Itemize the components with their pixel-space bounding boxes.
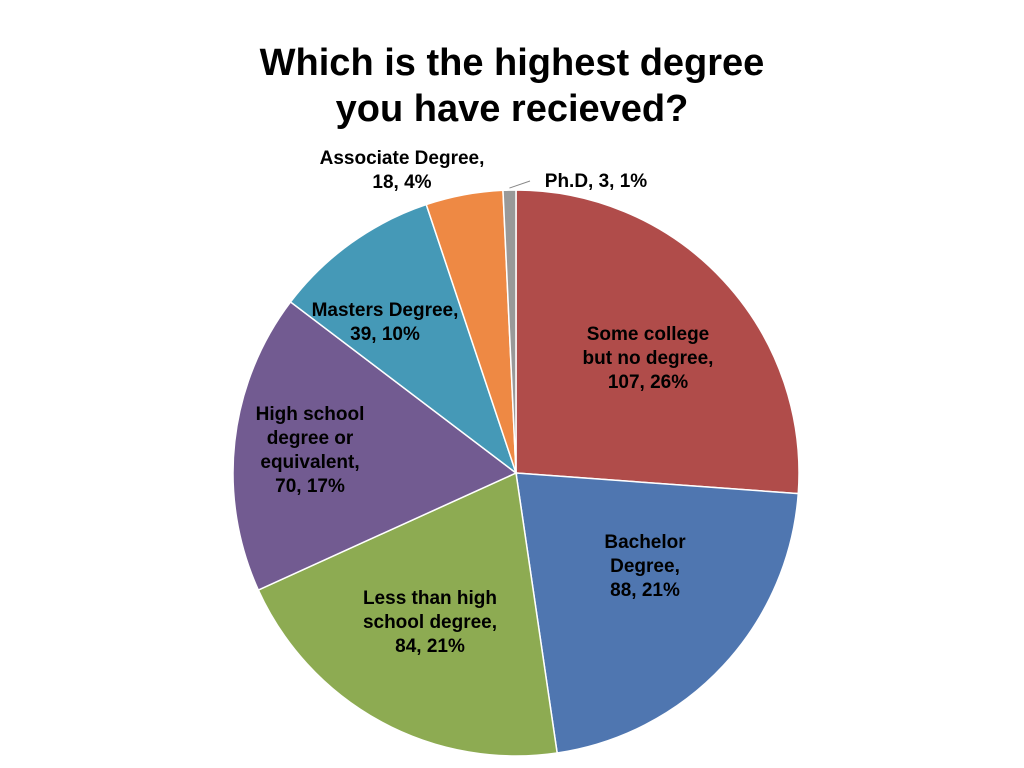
chart-title: Which is the highest degree you have rec…: [0, 40, 1024, 132]
slice-label: Masters Degree, 39, 10%: [312, 300, 459, 345]
slice-label-line: Associate Degree,: [320, 148, 485, 169]
slice-label-line: 70, 17%: [275, 476, 345, 497]
slice-label-line: Some college: [587, 324, 710, 345]
slice-label: Associate Degree, 18, 4%: [320, 148, 485, 193]
slice-label-line: Ph.D, 3, 1%: [545, 171, 648, 192]
phd-leader-line: [509, 180, 531, 189]
pie-labels: Some college but no degree, 107, 26% Bachel…: [256, 148, 714, 657]
pie-slice-less-than-high-school-degree: [257, 471, 559, 757]
slice-label-line: 84, 21%: [395, 636, 465, 657]
slice-label-line: Less than high: [363, 588, 497, 609]
slice-label-line: 88, 21%: [610, 580, 680, 601]
slice-label-line: school degree,: [363, 612, 497, 633]
pie-slice-masters-degree: [289, 203, 518, 476]
slice-label-line: Bachelor: [604, 532, 686, 553]
slice-label: High school degree or equivalent, 70, 17%: [256, 404, 365, 497]
slice-label: Less than high school degree, 84, 21%: [363, 588, 497, 657]
pie-slices: [232, 189, 800, 757]
slice-label: Ph.D, 3, 1%: [545, 171, 648, 192]
slice-label-line: Masters Degree,: [312, 300, 459, 321]
slice-label-line: Degree,: [610, 556, 680, 577]
pie-slice-high-school-degree-or-equivalent: [232, 300, 518, 592]
slice-label: Bachelor Degree, 88, 21%: [604, 532, 686, 601]
slice-label-line: 107, 26%: [608, 372, 688, 393]
pie-slice-bachelor-degree: [515, 472, 800, 754]
slice-label-line: equivalent,: [260, 452, 359, 473]
slice-label-line: but no degree,: [583, 348, 714, 369]
pie-slice-ph-d: [502, 189, 517, 474]
pie-slice-some-college-but-no-degree: [515, 189, 800, 495]
slice-label-line: High school: [256, 404, 365, 425]
slice-label-line: 39, 10%: [350, 324, 420, 345]
slice-label-line: degree or: [267, 428, 354, 449]
slice-label: Some college but no degree, 107, 26%: [583, 324, 714, 393]
slice-label-line: 18, 4%: [372, 172, 431, 193]
chart-title-line-2: you have recieved?: [335, 88, 689, 130]
chart-title-line-1: Which is the highest degree: [259, 42, 765, 84]
